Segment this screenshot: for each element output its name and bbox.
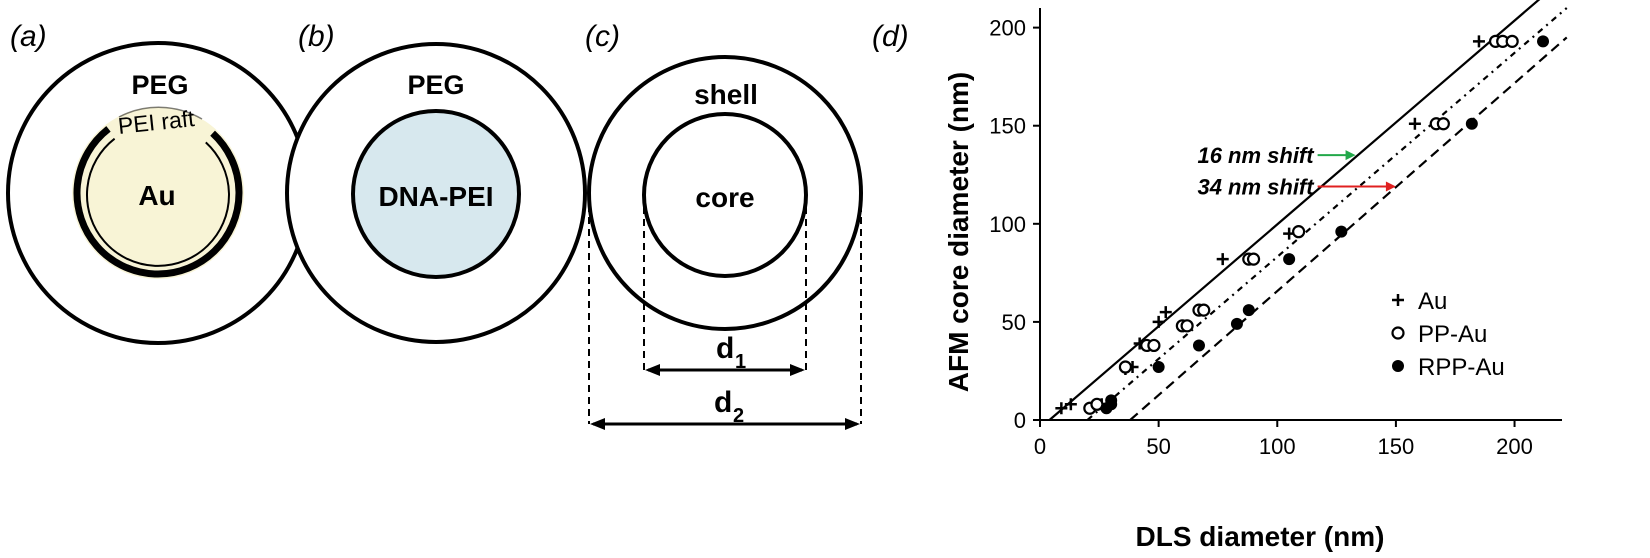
filled-circle-marker — [1242, 304, 1255, 317]
filled-circle-marker — [1283, 253, 1296, 266]
d1-arrowhead-left — [645, 364, 660, 376]
x-tick-label: 50 — [1146, 434, 1170, 459]
filled-circle-marker — [1105, 394, 1118, 407]
shift-arrowhead — [1345, 150, 1356, 161]
pei-raft-outer-arc — [73, 126, 243, 278]
shift-label: 34 nm shift — [1197, 175, 1315, 200]
shell-label: shell — [694, 79, 758, 110]
plus-marker — [1055, 402, 1068, 415]
shift-annotations: 16 nm shift 34 nm shift — [1197, 143, 1396, 200]
filled-circle-marker — [1230, 317, 1243, 330]
x-axis-title: DLS diameter (nm) — [1136, 521, 1385, 552]
data-points — [1055, 34, 1550, 415]
plus-marker — [1472, 35, 1485, 48]
fit-line — [1129, 36, 1568, 421]
d2-subscript: 2 — [733, 405, 744, 427]
plus-marker — [1159, 306, 1172, 319]
panel-a-label: (a) — [10, 20, 47, 53]
panel-a: (a) PEG PEI raft Au — [6, 20, 310, 345]
d2-label: d — [714, 386, 732, 419]
x-tick-label: 0 — [1034, 434, 1046, 459]
filled-circle-marker — [1537, 35, 1550, 48]
plus-marker — [1392, 294, 1404, 306]
plus-marker — [1216, 253, 1229, 266]
y-tick-label: 100 — [989, 212, 1026, 237]
panel-c-label: (c) — [585, 20, 620, 53]
dna-pei-label: DNA-PEI — [378, 181, 493, 212]
peg-label-a: PEG — [131, 70, 188, 100]
x-tick-label: 150 — [1378, 434, 1415, 459]
peg-label-b: PEG — [407, 70, 464, 100]
x-tick-label: 200 — [1496, 434, 1533, 459]
y-axis-title: AFM core diameter (nm) — [943, 72, 974, 393]
filled-circle-marker — [1335, 225, 1348, 238]
filled-circle-marker — [1465, 117, 1478, 130]
d1-arrowhead-right — [790, 364, 805, 376]
filled-circle-marker — [1152, 361, 1165, 374]
fit-line — [1048, 0, 1541, 421]
y-tick-label: 150 — [989, 114, 1026, 139]
legend-label: Au — [1418, 288, 1447, 315]
panel-c: (c) shell core d 1 d 2 — [585, 20, 863, 430]
filled-circle-marker — [1192, 339, 1205, 352]
d2-arrowhead-left — [590, 418, 605, 430]
plus-marker — [1064, 398, 1077, 411]
pei-raft-inner-arc — [86, 137, 230, 267]
open-circle-marker — [1436, 117, 1450, 131]
chart-legend: Au PP-Au RPP-Au — [1391, 288, 1505, 381]
open-circle-marker — [1292, 225, 1306, 239]
fit-lines — [1048, 0, 1568, 421]
au-core-circle — [72, 107, 244, 279]
core-label: core — [695, 182, 754, 213]
scatter-chart: 0 50 100 150 200 0 50 100 150 200 16 nm shift 34 n… — [943, 0, 1568, 552]
open-circle-marker — [1197, 303, 1211, 317]
shift-arrowhead — [1385, 181, 1396, 192]
y-tick-label: 50 — [1002, 310, 1026, 335]
d1-subscript: 1 — [735, 351, 746, 373]
panel-b-label: (b) — [298, 20, 335, 53]
plus-marker — [1152, 315, 1165, 328]
d1-label: d — [716, 332, 734, 365]
y-tick-label: 0 — [1014, 408, 1026, 433]
x-tick-label: 100 — [1259, 434, 1296, 459]
au-core-label: Au — [138, 180, 175, 211]
legend-label: PP-Au — [1418, 321, 1487, 348]
open-circle-marker — [1180, 319, 1194, 333]
open-circle-marker — [1118, 360, 1133, 374]
open-circle-marker — [1246, 252, 1261, 266]
plus-marker — [1408, 117, 1421, 130]
open-circle-marker — [1505, 34, 1519, 48]
d2-arrowhead-right — [845, 418, 860, 430]
dna-pei-core-circle — [351, 109, 521, 279]
panel-d-label: (d) — [872, 20, 909, 53]
panel-d: (d) 0 50 100 150 200 0 50 100 150 200 16 nm shift… — [872, 0, 1568, 552]
y-tick-label: 200 — [989, 16, 1026, 41]
au-core-edge — [118, 106, 203, 120]
legend-label: RPP-Au — [1418, 354, 1505, 381]
open-circle-marker — [1147, 338, 1161, 353]
fit-line — [1086, 7, 1568, 421]
open-circle-marker — [1391, 326, 1405, 340]
chart-axes: 0 50 100 150 200 0 50 100 150 200 — [989, 8, 1562, 459]
filled-circle-marker — [1392, 360, 1404, 372]
panel-b: (b) PEG DNA-PEI — [285, 20, 587, 344]
shift-label: 16 nm shift — [1197, 143, 1315, 168]
